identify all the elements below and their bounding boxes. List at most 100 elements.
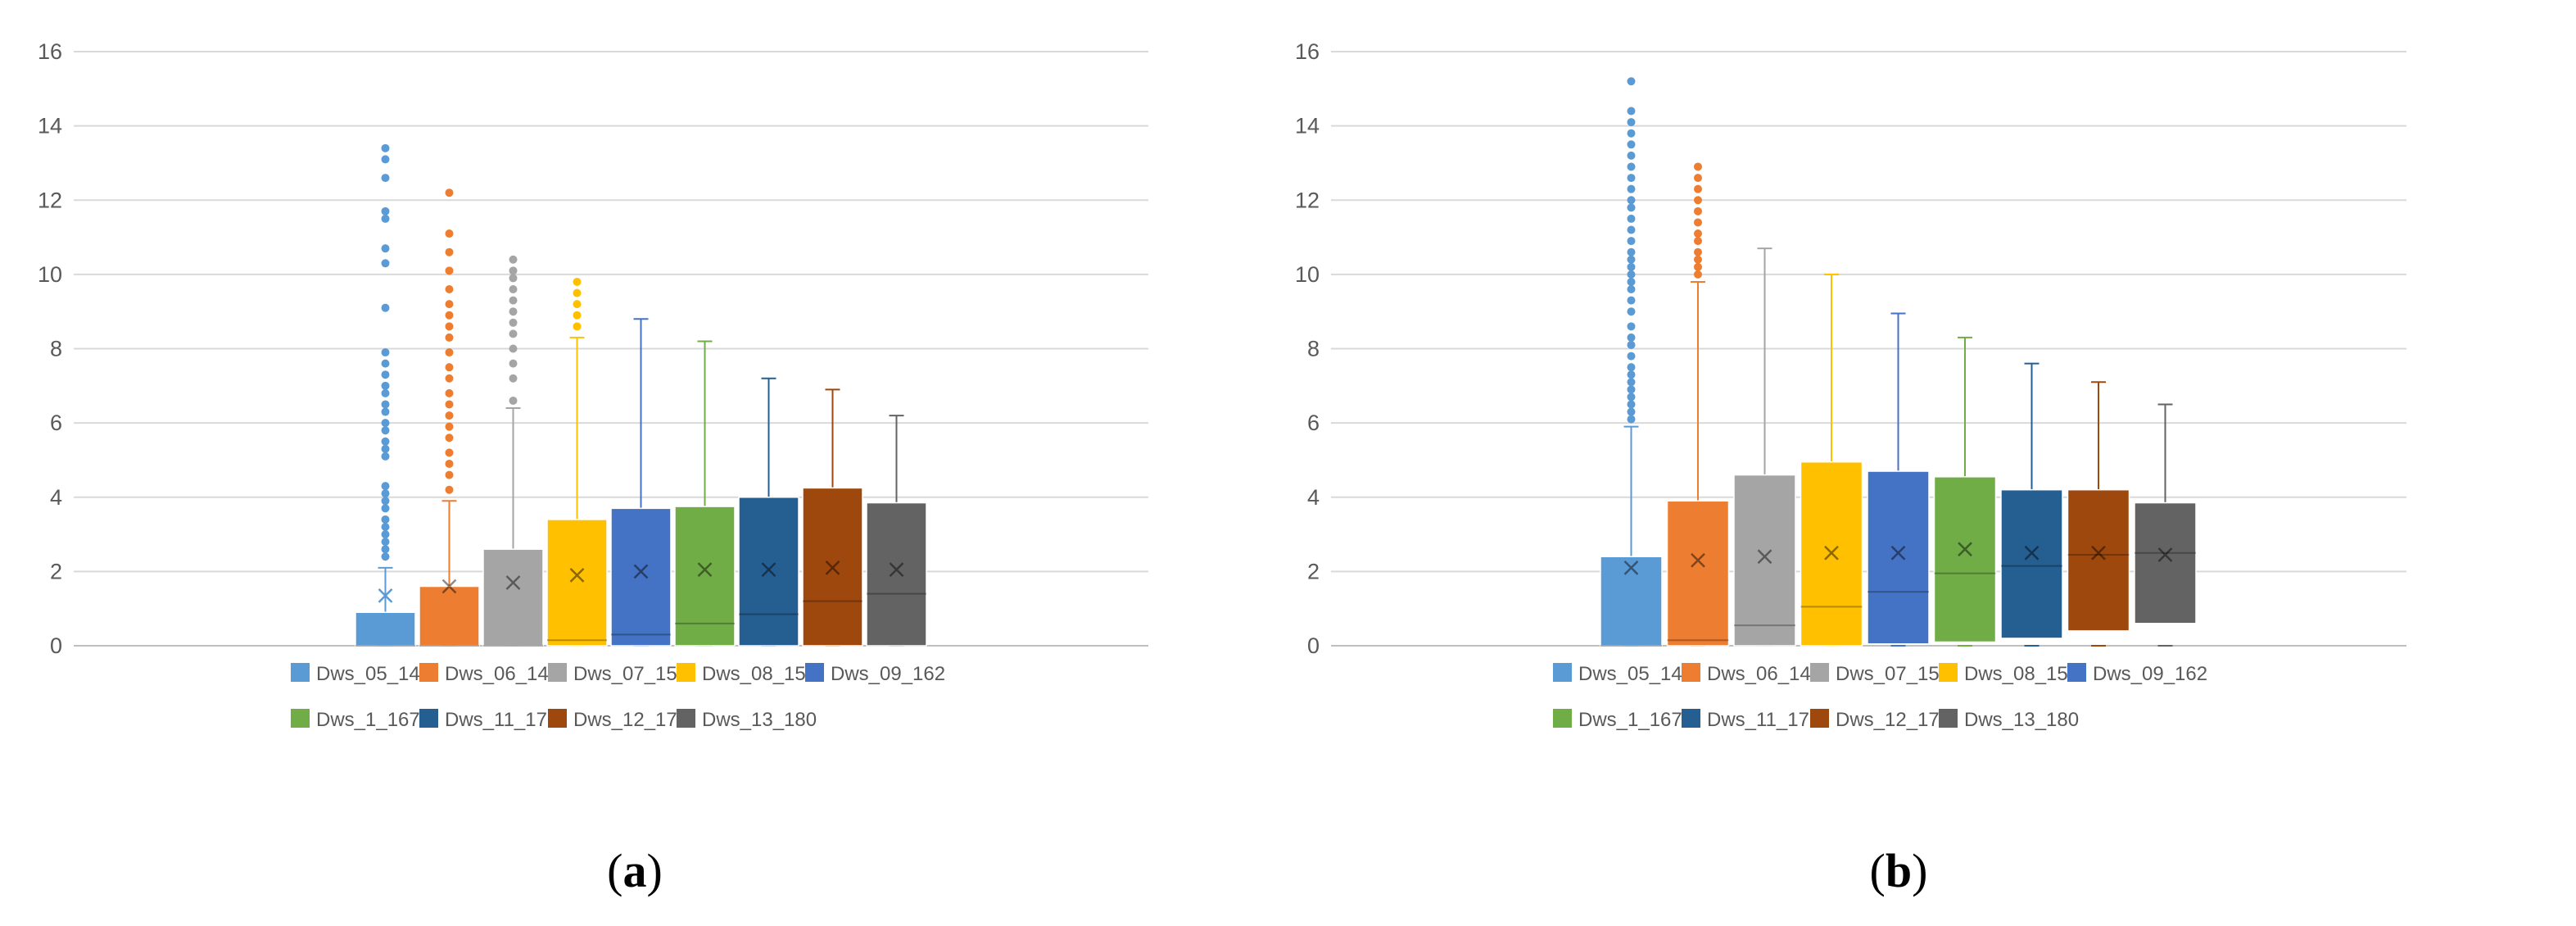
mean-marker bbox=[889, 562, 904, 577]
box-iqr bbox=[674, 506, 736, 647]
outlier-point bbox=[381, 207, 390, 216]
y-tick-label: 4 bbox=[50, 485, 62, 510]
legend-swatch bbox=[291, 663, 310, 682]
outlier-point bbox=[509, 374, 518, 383]
y-axis-ticks: 0 2 4 6 8 10 12 14 16 bbox=[38, 39, 62, 658]
outlier-point bbox=[1694, 174, 1702, 183]
outlier-point bbox=[445, 411, 454, 420]
y-tick-label: 16 bbox=[1295, 39, 1320, 64]
outlier-point bbox=[445, 285, 454, 293]
outlier-point bbox=[381, 515, 390, 524]
y-tick-label: 10 bbox=[1295, 262, 1320, 287]
outlier-point bbox=[509, 318, 518, 327]
outlier-point bbox=[381, 552, 390, 561]
outlier-point bbox=[381, 214, 390, 223]
outlier-point bbox=[509, 296, 518, 305]
outlier-point bbox=[1627, 140, 1636, 149]
legend-item-Dws_11_171: Dws_11_171 bbox=[419, 709, 558, 731]
outlier-point bbox=[445, 422, 454, 431]
box-Dws_12_176 bbox=[802, 388, 863, 647]
box-Dws_06_149 bbox=[1666, 162, 1730, 647]
outlier-point bbox=[573, 277, 582, 286]
panel-letter: b bbox=[1886, 844, 1912, 897]
mean-marker bbox=[1623, 560, 1639, 575]
outlier-point bbox=[381, 388, 390, 397]
legend-item-Dws_09_162: Dws_09_162 bbox=[2067, 663, 2207, 685]
legend-swatch bbox=[2067, 663, 2086, 682]
y-tick-label: 4 bbox=[1307, 485, 1320, 510]
outlier-point bbox=[445, 333, 454, 342]
outlier-point bbox=[573, 322, 582, 331]
outlier-point bbox=[1627, 118, 1636, 127]
outlier-point bbox=[381, 444, 390, 453]
legend-item-Dws_07_153: Dws_07_153 bbox=[1810, 663, 1950, 685]
mean-marker bbox=[505, 575, 521, 590]
outlier-point bbox=[445, 388, 454, 397]
outlier-point bbox=[445, 470, 454, 479]
y-tick-label: 8 bbox=[1307, 337, 1320, 361]
legend-swatch bbox=[1553, 663, 1572, 682]
outlier-point bbox=[1627, 277, 1636, 286]
outlier-point bbox=[381, 497, 390, 506]
outlier-point bbox=[1694, 262, 1702, 271]
legend-label: Dws_07_153 bbox=[573, 663, 688, 685]
outlier-point bbox=[1694, 237, 1702, 246]
outlier-point bbox=[445, 300, 454, 309]
panel-label-b: (b) bbox=[1870, 844, 1928, 897]
legend-label: Dws_06_149 bbox=[1707, 663, 1822, 685]
mean-marker bbox=[633, 564, 649, 579]
box-Dws_09_162 bbox=[1867, 312, 1930, 647]
outlier-point bbox=[445, 188, 454, 197]
legend-item-Dws_09_162: Dws_09_162 bbox=[805, 663, 945, 685]
outlier-point bbox=[381, 259, 390, 268]
outlier-point bbox=[1627, 415, 1636, 424]
outlier-point bbox=[381, 419, 390, 428]
legend-item-Dws_12_176: Dws_12_176 bbox=[1810, 709, 1950, 731]
box-plots bbox=[1600, 77, 2197, 647]
outlier-point bbox=[509, 266, 518, 275]
outlier-point bbox=[1627, 174, 1636, 183]
legend-swatch bbox=[805, 663, 824, 682]
outlier-point bbox=[509, 307, 518, 316]
outlier-point bbox=[1627, 400, 1636, 409]
legend-item-Dws_05_144: Dws_05_144 bbox=[1553, 663, 1693, 685]
legend-swatch bbox=[548, 663, 567, 682]
mean-marker bbox=[1757, 549, 1772, 565]
outlier-point bbox=[1627, 393, 1636, 402]
legend-swatch bbox=[1810, 663, 1829, 682]
outlier-point bbox=[1627, 77, 1636, 86]
legend-label: Dws_06_149 bbox=[445, 663, 559, 685]
legend-item-Dws_06_149: Dws_06_149 bbox=[1682, 663, 1822, 685]
outlier-point bbox=[1694, 270, 1702, 279]
box-iqr bbox=[802, 487, 863, 647]
outlier-point bbox=[381, 407, 390, 416]
legend-item-Dws_1_167: Dws_1_167 bbox=[291, 709, 420, 731]
panel-label-a: (a) bbox=[607, 844, 663, 897]
gridlines bbox=[74, 51, 1148, 647]
outlier-point bbox=[445, 229, 454, 238]
outlier-point bbox=[1627, 262, 1636, 271]
outlier-point bbox=[381, 400, 390, 409]
legend-swatch bbox=[1939, 663, 1958, 682]
outlier-point bbox=[381, 143, 390, 152]
box-iqr bbox=[2067, 488, 2130, 632]
outlier-point bbox=[445, 433, 454, 443]
outlier-point bbox=[381, 348, 390, 357]
box-Dws_13_180 bbox=[866, 415, 927, 647]
legend-item-Dws_08_158: Dws_08_158 bbox=[1939, 663, 2079, 685]
legend-label: Dws_1_167 bbox=[1578, 709, 1682, 731]
outlier-point bbox=[1627, 407, 1636, 416]
box-Dws_13_180 bbox=[2134, 403, 2197, 647]
legend-label: Dws_12_176 bbox=[1836, 709, 1950, 731]
outlier-point bbox=[445, 322, 454, 331]
y-tick-label: 0 bbox=[50, 633, 62, 658]
outlier-point bbox=[509, 285, 518, 293]
outlier-point bbox=[381, 359, 390, 368]
outlier-point bbox=[1627, 162, 1636, 171]
outlier-point bbox=[1694, 229, 1702, 238]
legend-label: Dws_1_167 bbox=[316, 709, 420, 731]
outlier-point bbox=[381, 452, 390, 461]
legend-item-Dws_08_158: Dws_08_158 bbox=[677, 663, 817, 685]
outlier-point bbox=[381, 504, 390, 513]
outlier-point bbox=[1627, 225, 1636, 234]
